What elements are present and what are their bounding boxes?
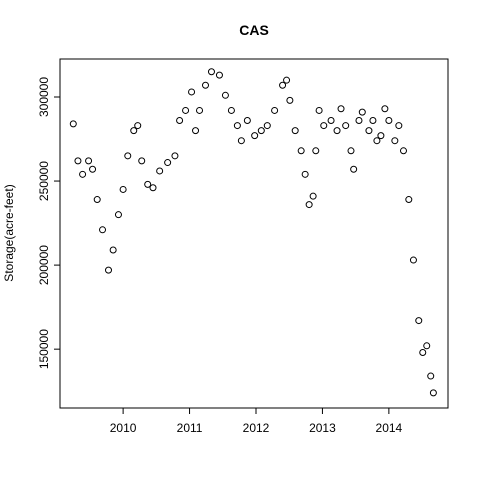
point (271, 106, 279, 114)
point (409, 256, 417, 264)
x-tick-label: 2013 (309, 421, 336, 435)
point (279, 81, 287, 89)
point (207, 68, 215, 76)
point (347, 147, 355, 155)
point (138, 157, 146, 165)
point (415, 317, 423, 325)
x-tick-label: 2012 (243, 421, 270, 435)
point (69, 120, 77, 128)
point (237, 137, 245, 145)
x-tick-label: 2010 (110, 421, 137, 435)
point (93, 196, 101, 204)
point (327, 117, 335, 125)
point (233, 122, 241, 130)
point (342, 122, 350, 130)
point (202, 81, 209, 89)
y-tick-label: 250000 (37, 161, 51, 201)
point (257, 127, 265, 135)
point (423, 342, 431, 350)
point (156, 167, 164, 175)
point (124, 152, 132, 160)
point (315, 106, 323, 114)
point (89, 165, 97, 173)
point (227, 106, 235, 114)
point (399, 147, 407, 155)
point (164, 159, 172, 167)
point (297, 147, 305, 155)
point (377, 132, 385, 140)
x-tick-label: 2014 (376, 421, 403, 435)
y-axis-label: Storage(acre-feet) (2, 184, 16, 281)
point (182, 106, 190, 114)
x-tick-label: 2011 (177, 421, 203, 435)
point (188, 88, 196, 96)
point (74, 157, 82, 165)
point (134, 122, 142, 130)
point (337, 105, 345, 113)
point (350, 165, 358, 173)
plot-box (59, 58, 449, 409)
point (215, 71, 223, 79)
point (149, 184, 157, 192)
point (286, 96, 294, 104)
point (355, 117, 363, 125)
point (79, 170, 87, 178)
point (391, 137, 399, 145)
chart-title: CAS (239, 22, 269, 38)
point (365, 127, 373, 135)
point (291, 127, 299, 135)
point (109, 246, 117, 254)
point (419, 349, 427, 357)
y-tick-label: 200000 (37, 245, 51, 285)
point (251, 132, 259, 140)
point (221, 91, 229, 99)
point (309, 192, 317, 200)
point (369, 117, 377, 125)
point (373, 137, 381, 145)
point (243, 117, 251, 125)
point (283, 76, 291, 84)
point (385, 117, 393, 125)
point (99, 226, 107, 234)
point (263, 122, 271, 130)
point (333, 127, 341, 135)
point (312, 147, 320, 155)
point (395, 122, 403, 130)
point (381, 105, 389, 113)
point (429, 389, 437, 397)
y-tick-label: 150000 (37, 329, 51, 369)
point (305, 201, 313, 209)
point (105, 266, 112, 274)
point (358, 108, 366, 116)
point (171, 152, 179, 160)
point (144, 180, 152, 188)
point (114, 211, 122, 219)
point (427, 372, 435, 380)
point (130, 127, 138, 135)
point (119, 185, 127, 193)
point (192, 127, 200, 135)
y-tick-label: 300000 (37, 77, 51, 117)
point (320, 122, 328, 130)
point (196, 106, 204, 114)
point (405, 196, 413, 204)
point (85, 157, 93, 165)
point (301, 170, 309, 178)
point (176, 117, 184, 125)
